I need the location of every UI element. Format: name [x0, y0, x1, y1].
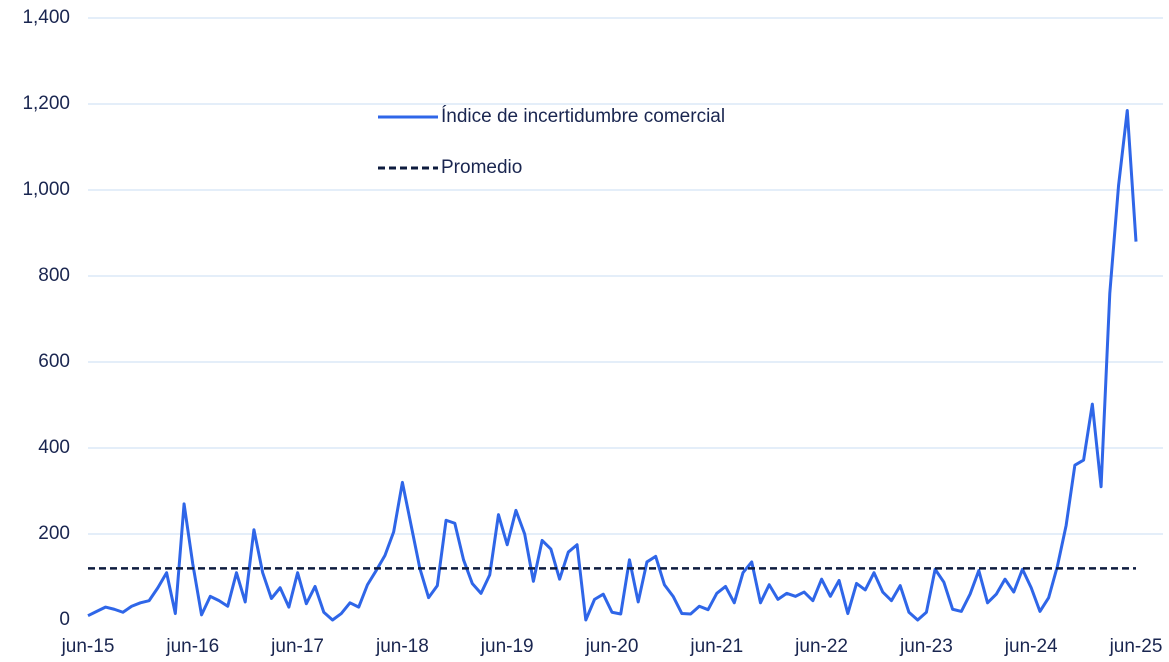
y-tick-label: 1,200 — [22, 93, 70, 114]
x-tick-label: jun-15 — [61, 636, 115, 657]
x-tick-label: jun-22 — [794, 636, 848, 657]
x-tick-label: jun-20 — [585, 636, 639, 657]
y-tick-label: 400 — [38, 437, 70, 458]
data-line — [87, 108, 1138, 622]
y-tick-label: 200 — [38, 523, 70, 544]
x-tick-label: jun-25 — [1109, 636, 1163, 657]
y-tick-label: 1,400 — [22, 7, 70, 28]
x-tick-label: jun-24 — [1004, 636, 1058, 657]
x-tick-label: jun-23 — [899, 636, 953, 657]
x-tick-label: jun-17 — [270, 636, 324, 657]
x-tick-label: jun-18 — [375, 636, 429, 657]
y-tick-label: 600 — [38, 351, 70, 372]
y-tick-label: 1,000 — [22, 179, 70, 200]
legend-label: Índice de incertidumbre comercial — [441, 106, 725, 127]
y-tick-label: 800 — [38, 265, 70, 286]
y-tick-label: 0 — [59, 609, 70, 630]
x-tick-label: jun-21 — [689, 636, 743, 657]
x-tick-label: jun-16 — [165, 636, 219, 657]
x-tick-label: jun-19 — [480, 636, 534, 657]
legend-label: Promedio — [441, 157, 522, 178]
